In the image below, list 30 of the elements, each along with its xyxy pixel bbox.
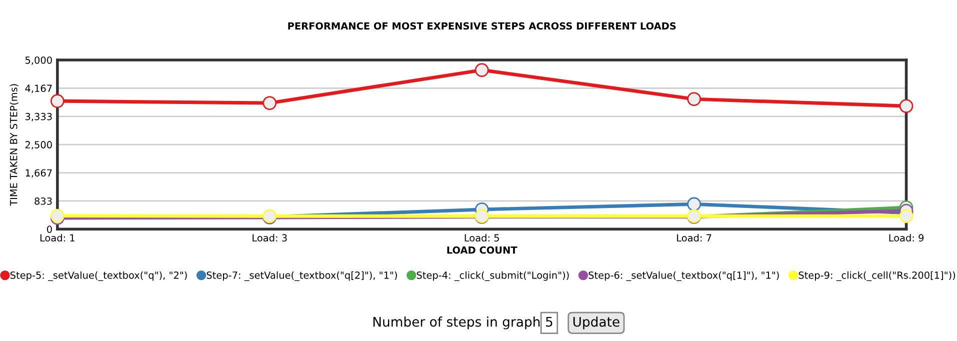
y-tick-label: 5,000 xyxy=(25,56,52,65)
y-tick-label: 1,667 xyxy=(26,169,52,178)
chart-title: PERFORMANCE OF MOST EXPENSIVE STEPS ACROSS DIFFERENT LOADS xyxy=(288,22,676,30)
point xyxy=(262,96,277,110)
legend-label: Step-9: _click(_cell("Rs.200[1]")) xyxy=(798,271,956,281)
text: Number of steps in graph xyxy=(373,316,540,330)
legend-label: Step-7: _setValue(_textbox("q[2]"), "1") xyxy=(206,271,397,281)
y-tick-label: 2,500 xyxy=(25,141,52,150)
x-tick-label: Load: 7 xyxy=(677,234,712,242)
x-tick-label: Load: 1 xyxy=(40,234,74,242)
y-tick-label: 833 xyxy=(34,197,52,205)
x-tick-label: Load: 3 xyxy=(252,234,287,242)
y-tick-label: 3,333 xyxy=(25,112,52,122)
y-tick-label: 0 xyxy=(47,226,52,233)
y-tick-label: 4,167 xyxy=(25,84,52,94)
point xyxy=(687,197,702,212)
legend-label: Step-6: _setValue(_textbox("q[1]"), "1") xyxy=(588,271,779,281)
point xyxy=(899,99,914,113)
x-axis-title: LOAD COUNT xyxy=(447,246,518,254)
legend-label: Step-5: _setValue(_textbox("q"), "2") xyxy=(10,271,187,281)
legend-label: Step-4: _click(_submit("Login")) xyxy=(416,271,569,281)
point xyxy=(899,209,914,224)
x-tick-label: Load: 5 xyxy=(464,234,499,242)
text: Update xyxy=(573,316,620,330)
point xyxy=(687,92,702,106)
point xyxy=(474,63,489,77)
point xyxy=(50,94,64,108)
x-tick-label: Load: 9 xyxy=(889,234,924,242)
text: 5 xyxy=(546,316,552,327)
y-axis-title: TIME TAKEN BY STEP(ms) xyxy=(10,84,18,206)
